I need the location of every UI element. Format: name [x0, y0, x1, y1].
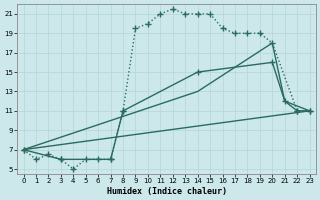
X-axis label: Humidex (Indice chaleur): Humidex (Indice chaleur) [107, 187, 227, 196]
